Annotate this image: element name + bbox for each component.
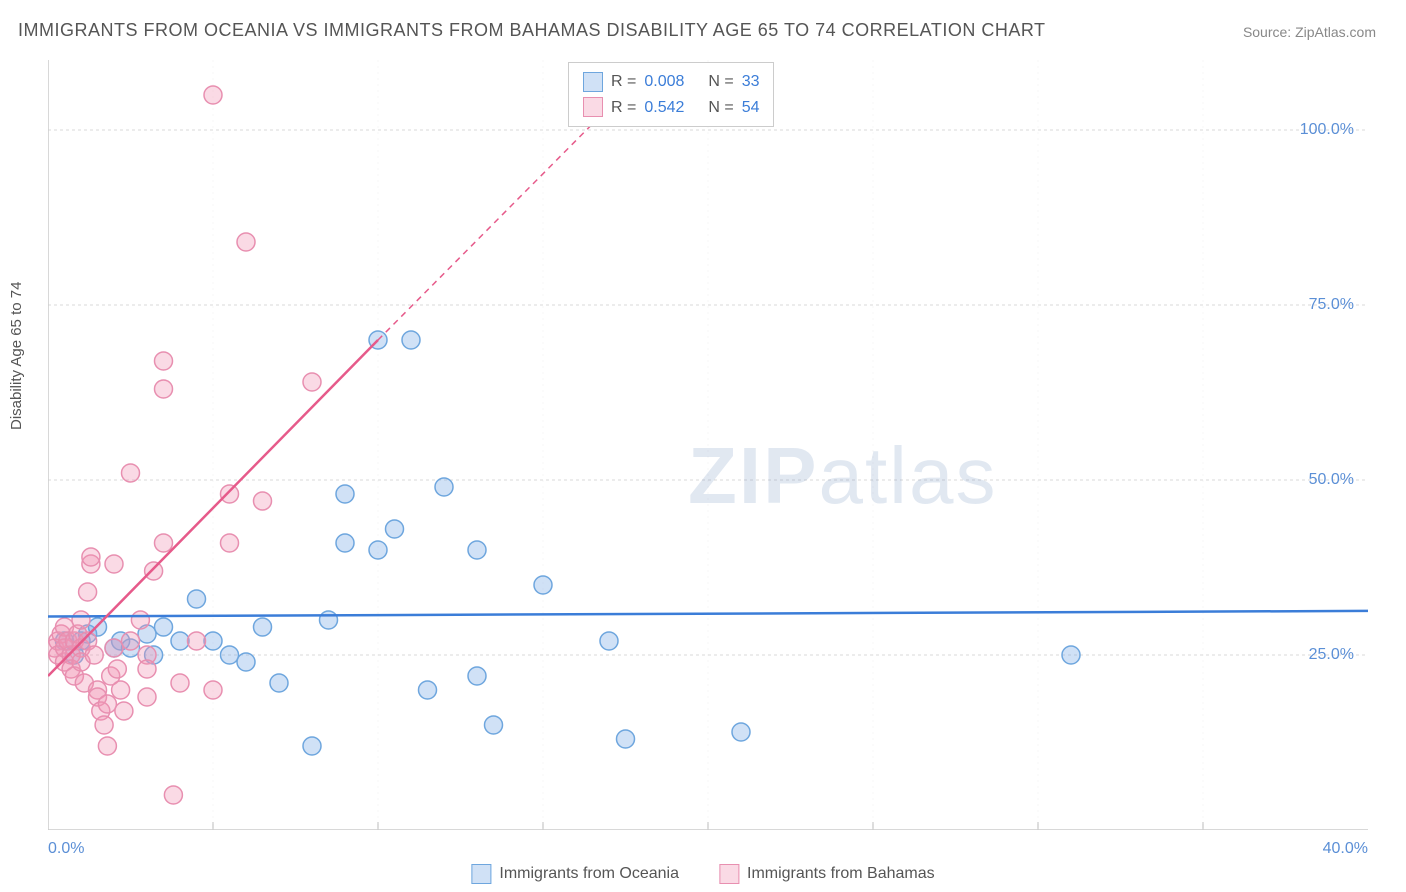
series-legend: Immigrants from Oceania Immigrants from B… <box>471 864 934 884</box>
legend-n-label: N = <box>708 95 733 121</box>
y-axis-label: Disability Age 65 to 74 <box>8 282 25 430</box>
legend-swatch <box>471 864 491 884</box>
legend-r-label: R = <box>611 95 636 121</box>
x-tick-min: 0.0% <box>48 840 84 858</box>
series-legend-item: Immigrants from Oceania <box>471 864 679 884</box>
series-legend-item: Immigrants from Bahamas <box>719 864 935 884</box>
legend-row: R = 0.008 N = 33 <box>583 69 759 95</box>
y-tick-label: 75.0% <box>1309 296 1354 314</box>
source-label: Source: ZipAtlas.com <box>1243 24 1376 40</box>
legend-row: R = 0.542 N = 54 <box>583 95 759 121</box>
x-tick-max: 40.0% <box>1323 840 1368 858</box>
legend-n-label: N = <box>708 69 733 95</box>
legend-r-value: 0.008 <box>644 69 700 95</box>
chart-area: ZIPatlas R = 0.008 N = 33 R = 0.542 N = … <box>48 60 1368 830</box>
scatter-plot <box>48 60 1368 830</box>
y-tick-label: 25.0% <box>1309 646 1354 664</box>
legend-r-value: 0.542 <box>644 95 700 121</box>
legend-swatch <box>583 97 603 117</box>
legend-r-label: R = <box>611 69 636 95</box>
y-tick-label: 50.0% <box>1309 471 1354 489</box>
y-tick-label: 100.0% <box>1300 121 1354 139</box>
series-legend-label: Immigrants from Oceania <box>499 865 679 883</box>
chart-title: IMMIGRANTS FROM OCEANIA VS IMMIGRANTS FR… <box>18 20 1046 41</box>
series-legend-label: Immigrants from Bahamas <box>747 865 935 883</box>
legend-swatch <box>719 864 739 884</box>
legend-n-value: 33 <box>742 69 760 95</box>
legend-swatch <box>583 72 603 92</box>
correlation-legend: R = 0.008 N = 33 R = 0.542 N = 54 <box>568 62 774 127</box>
legend-n-value: 54 <box>742 95 760 121</box>
